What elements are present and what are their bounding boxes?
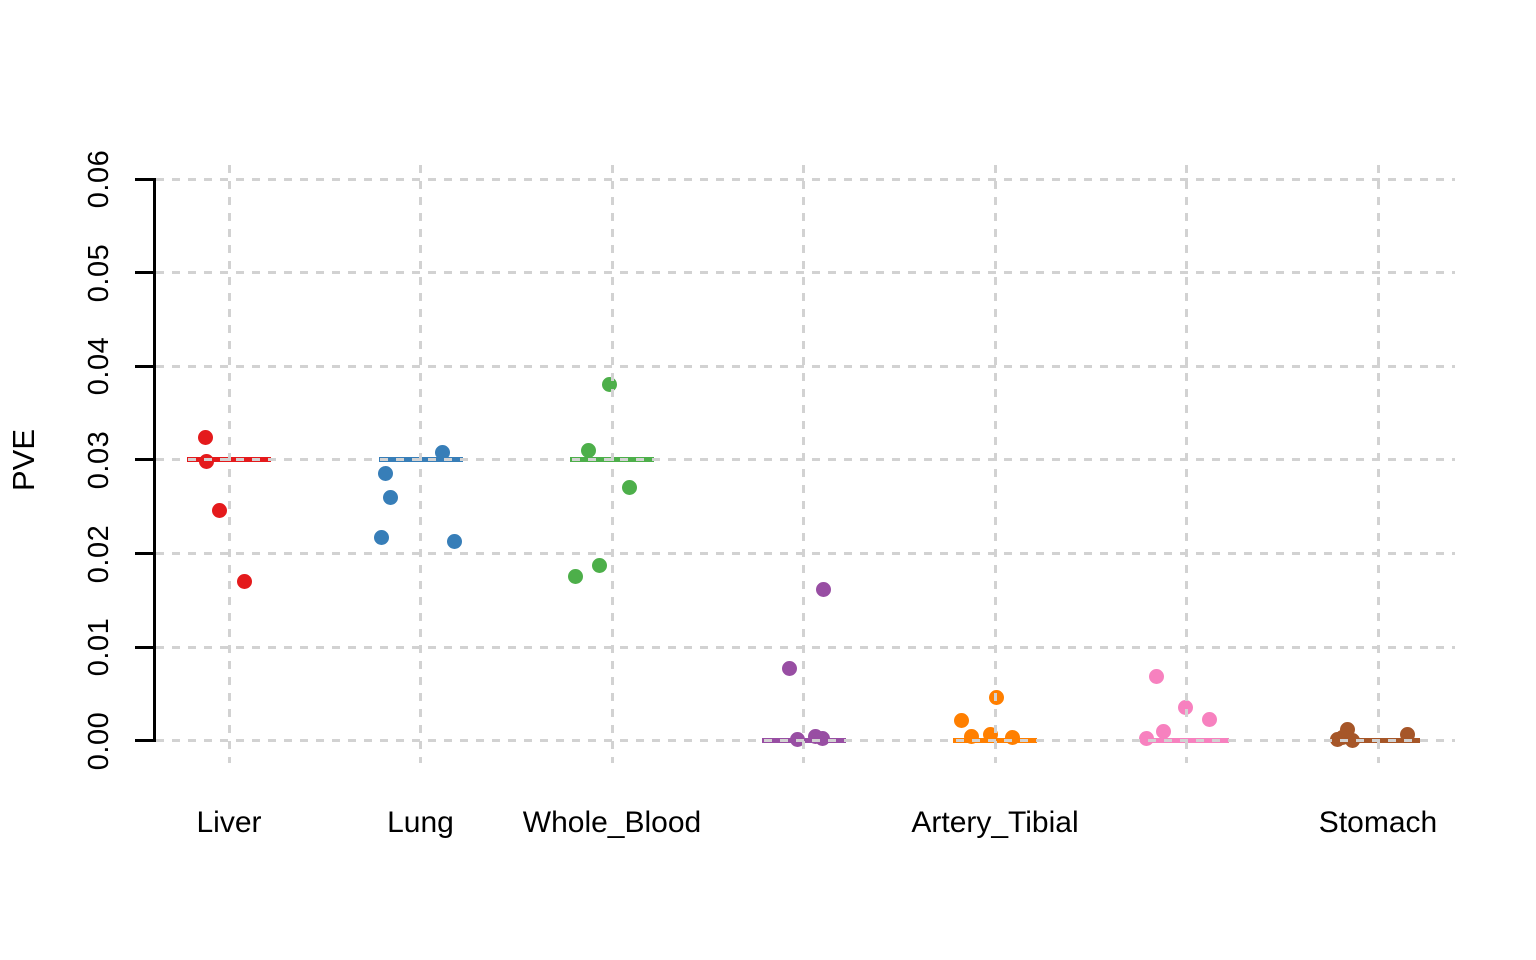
x-tick-label: Stomach — [1318, 806, 1438, 839]
data-point — [567, 569, 583, 585]
gridline-horizontal — [156, 739, 1455, 743]
gridline-vertical — [1185, 165, 1188, 763]
data-point — [953, 712, 969, 728]
gridline-horizontal — [156, 177, 1455, 181]
y-axis-title: PVE — [6, 428, 41, 492]
y-tick-label: 0.06 — [82, 149, 115, 209]
gridline-horizontal — [156, 458, 1455, 462]
gridline-horizontal — [156, 364, 1455, 368]
data-point — [374, 530, 389, 546]
gridline-horizontal — [156, 271, 1455, 275]
y-axis-tick — [135, 364, 156, 368]
data-point — [383, 489, 398, 505]
gridline-vertical — [993, 165, 997, 763]
data-point — [378, 465, 393, 481]
data-point — [580, 443, 596, 459]
gridline-horizontal — [156, 552, 1455, 555]
x-tick-label: Liver — [196, 806, 262, 839]
gridline-vertical — [610, 165, 614, 763]
y-axis-tick — [135, 552, 156, 555]
x-tick-label: Lung — [387, 806, 454, 839]
data-point — [1202, 711, 1217, 727]
y-axis-tick — [135, 458, 156, 462]
data-point — [815, 731, 830, 747]
gridline-vertical — [227, 165, 231, 763]
data-point — [211, 502, 227, 518]
gridline-vertical — [802, 165, 805, 763]
x-tick-label: Whole_Blood — [522, 806, 702, 839]
data-point — [1139, 731, 1154, 747]
data-point — [591, 558, 607, 574]
y-axis-tick — [135, 271, 156, 275]
gridline-horizontal — [156, 645, 1455, 649]
data-point — [816, 581, 831, 597]
data-point — [435, 444, 450, 460]
x-tick-label: Artery_Tibial — [911, 806, 1079, 839]
data-point — [1399, 726, 1415, 742]
data-point — [782, 661, 797, 677]
data-point — [1149, 668, 1164, 684]
data-point — [236, 574, 252, 590]
gridline-vertical — [1376, 165, 1380, 763]
data-point — [197, 429, 213, 445]
data-point — [447, 533, 462, 549]
data-point — [1156, 723, 1171, 739]
data-point — [621, 479, 637, 495]
y-axis-tick — [135, 645, 156, 649]
y-axis-tick — [135, 739, 156, 743]
y-axis-tick — [135, 177, 156, 181]
data-point — [198, 454, 214, 470]
gridline-vertical — [419, 165, 422, 763]
